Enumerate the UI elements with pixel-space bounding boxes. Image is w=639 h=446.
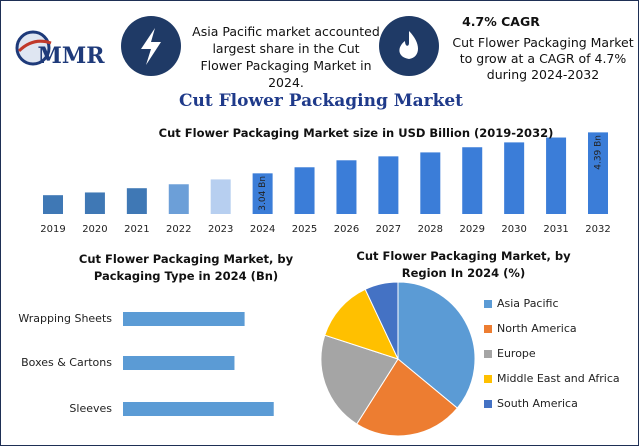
- pie-slice: [320, 334, 399, 425]
- cagr: 4.7% CAGR: [462, 14, 540, 29]
- x-tick-label: 2030: [501, 224, 526, 235]
- bar: [252, 173, 273, 214]
- x-tick-label: 2028: [418, 224, 443, 235]
- logo: MMR: [15, 30, 106, 69]
- x-tick-label: 2026: [334, 224, 359, 235]
- bar: [378, 156, 399, 214]
- x-tick-label: 2032: [585, 224, 610, 235]
- y-tick-label: Sleeves: [69, 402, 112, 415]
- legend-label: North America: [497, 322, 577, 335]
- x-tick-label: 2023: [208, 224, 233, 235]
- legend-marker: [484, 375, 492, 383]
- bar: [420, 152, 441, 214]
- pie-slice: [397, 281, 476, 409]
- page-title: Cut Flower Packaging Market: [178, 91, 464, 111]
- x-tick-label: 2029: [460, 224, 485, 235]
- x-tick-label: 2027: [376, 224, 401, 235]
- chart-title: Cut Flower Packaging Market size in USD …: [158, 126, 554, 140]
- legend-label: Middle East and Africa: [497, 372, 620, 385]
- legend-marker: [484, 350, 492, 358]
- x-tick-label: 2025: [292, 224, 317, 235]
- bar: [336, 160, 357, 214]
- pie-slice: [356, 358, 459, 437]
- bar: [546, 137, 567, 214]
- y-tick-label: Wrapping Sheets: [18, 312, 112, 325]
- bar: [504, 142, 525, 214]
- bolt: [141, 28, 161, 65]
- bar: [123, 356, 235, 370]
- bar: [123, 402, 274, 416]
- info-text: Asia Pacific market accounted largest sh…: [192, 24, 380, 90]
- value-label: 4.39 Bn: [594, 135, 604, 170]
- bar: [126, 188, 147, 214]
- legend-marker: [484, 400, 492, 408]
- bar: [210, 179, 231, 214]
- value-label: 3.04 Bn: [258, 176, 268, 211]
- bar: [294, 167, 315, 214]
- y-tick-label: Boxes & Cartons: [21, 356, 112, 369]
- bar: [84, 192, 105, 214]
- x-tick-label: 2021: [124, 224, 149, 235]
- bar: [462, 147, 483, 214]
- x-tick-label: 2031: [543, 224, 568, 235]
- legend-label: Asia Pacific: [497, 297, 559, 310]
- logo-text: MMR: [38, 43, 106, 69]
- chart-title: Cut Flower Packaging Market, by Region I…: [356, 249, 571, 280]
- x-tick-label: 2019: [40, 224, 65, 235]
- chart-title: Cut Flower Packaging Market, by Packagin…: [78, 252, 294, 283]
- legend-marker: [484, 300, 492, 308]
- pie-slice: [364, 281, 399, 360]
- bar: [43, 195, 63, 214]
- legend-label: South America: [497, 397, 578, 410]
- bar: [588, 132, 608, 214]
- bar: [168, 184, 189, 214]
- legend-label: Europe: [497, 347, 536, 360]
- flame: [399, 31, 418, 59]
- x-tick-label: 2020: [82, 224, 107, 235]
- legend-marker: [484, 325, 492, 333]
- pie-slice: [324, 288, 399, 360]
- x-tick-label: 2024: [250, 224, 275, 235]
- x-tick-label: 2022: [166, 224, 191, 235]
- bar: [123, 312, 245, 326]
- info-text: Cut Flower Packaging Market to grow at a…: [452, 35, 634, 82]
